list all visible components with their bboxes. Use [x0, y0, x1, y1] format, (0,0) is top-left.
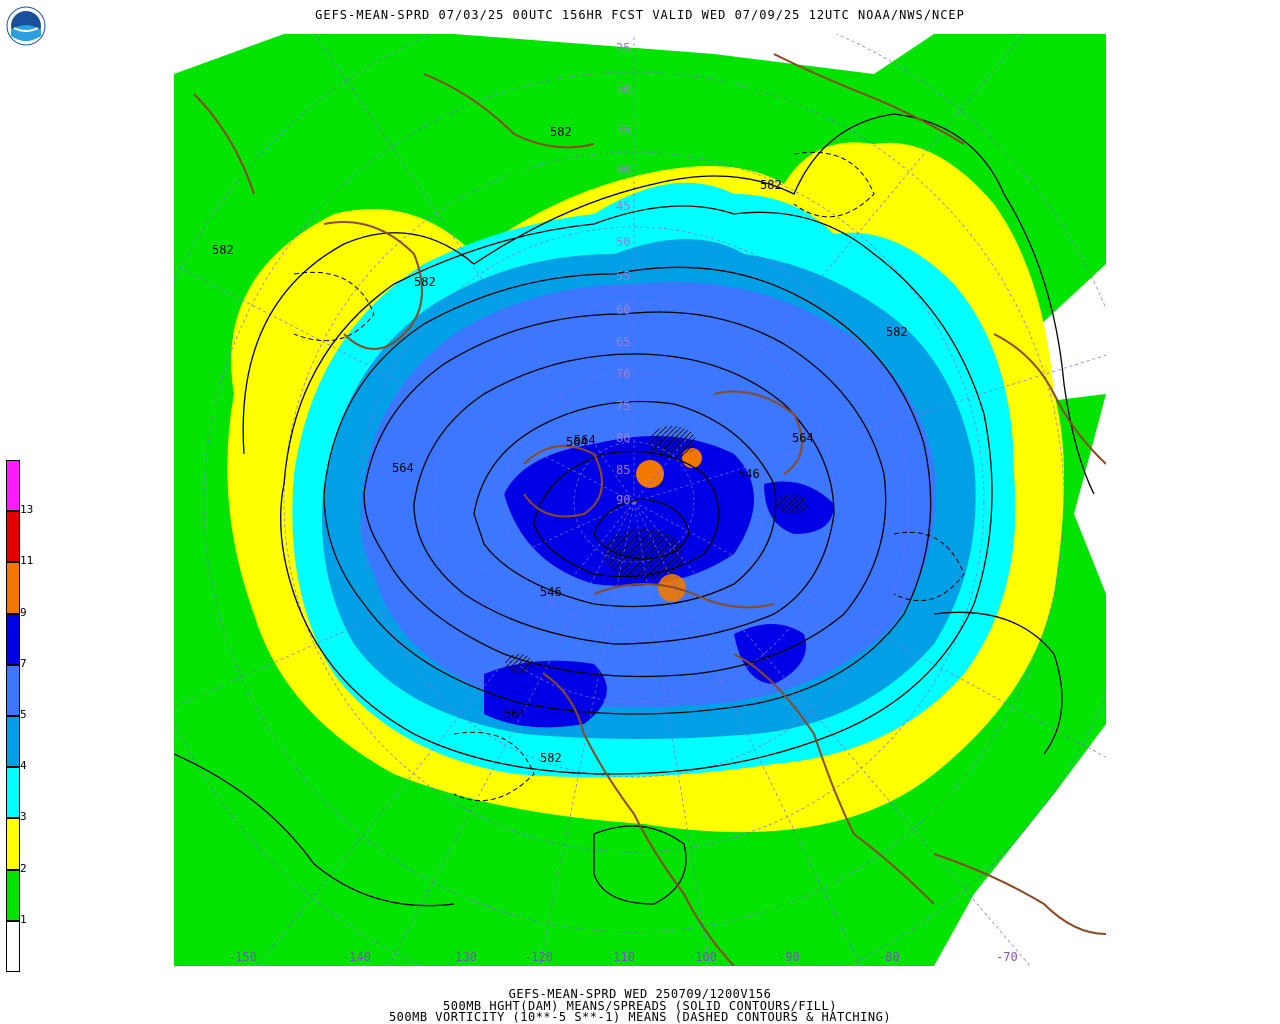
latitude-label: 60	[616, 303, 630, 317]
latitude-label: 90	[616, 493, 630, 507]
height-label: 582	[550, 125, 572, 139]
legend-swatch	[6, 664, 20, 716]
longitude-label: -150	[228, 950, 257, 964]
latitude-label: 45	[616, 199, 630, 213]
longitude-label: -80	[878, 950, 900, 964]
latitude-label: 50	[616, 235, 630, 249]
legend-swatch	[6, 562, 20, 614]
height-label: 582	[760, 178, 782, 192]
latitude-label: 75	[616, 399, 630, 413]
legend-swatch	[6, 767, 20, 819]
legend-label: 2	[20, 861, 27, 875]
height-label: 582	[414, 275, 436, 289]
legend-swatch	[6, 920, 20, 972]
height-label: 564	[504, 707, 526, 721]
legend-swatch	[6, 460, 20, 512]
height-label: 564	[574, 433, 596, 447]
color-legend	[6, 460, 20, 972]
latitude-label: 65	[616, 335, 630, 349]
footer-line-2: 500MB HGHT(DAM) MEANS/SPREADS (SOLID CON…	[443, 999, 837, 1013]
height-label: 564	[392, 461, 414, 475]
legend-swatch	[6, 511, 20, 563]
height-label: 582	[540, 751, 562, 765]
latitude-label: 40	[616, 163, 630, 177]
latitude-label: 25	[616, 41, 630, 55]
longitude-label: -110	[606, 950, 635, 964]
longitude-label: -120	[524, 950, 553, 964]
hemisphere-map: 582 582 582 582 582 564 564 564 564 546 …	[174, 34, 1106, 966]
height-label: 564	[792, 431, 814, 445]
legend-label: 1	[20, 912, 27, 926]
legend-swatch	[6, 613, 20, 665]
height-label: 546	[540, 585, 562, 599]
legend-label: 5	[20, 708, 27, 721]
longitude-label: -130	[448, 950, 477, 964]
legend-label: 9	[20, 605, 27, 619]
longitude-label: -70	[996, 950, 1018, 964]
latitude-label: 80	[616, 431, 630, 445]
height-label: 582	[886, 325, 908, 339]
footer-line-1: GEFS-MEAN-SPRD WED 250709/1200V156	[508, 987, 772, 1001]
legend-label: 13	[20, 503, 34, 517]
legend-swatch	[6, 716, 20, 768]
longitude-label: -140	[342, 950, 371, 964]
latitude-label: 70	[616, 367, 630, 381]
height-label: 546	[738, 467, 760, 481]
legend-swatch	[6, 869, 20, 921]
footer-line-3: 500MB VORTICITY (10**-5 S**-1) MEANS (DA…	[388, 1010, 892, 1024]
chart-title: GEFS-MEAN-SPRD 07/03/25 00UTC 156HR FCST…	[315, 8, 965, 22]
latitude-label: 35	[616, 123, 630, 137]
legend-label: 3	[20, 810, 27, 824]
latitude-label: 85	[616, 463, 630, 477]
legend-label: 7	[20, 656, 27, 670]
noaa-logo	[6, 6, 46, 46]
legend-label: 4	[20, 759, 27, 773]
height-label: 582	[212, 243, 234, 257]
longitude-label: -100	[688, 950, 717, 964]
longitude-label: -90	[778, 950, 800, 964]
latitude-label: 30	[616, 83, 630, 97]
latitude-label: 55	[616, 269, 630, 283]
legend-label: 11	[20, 554, 34, 568]
legend-swatch	[6, 818, 20, 870]
height-label: 564	[566, 435, 588, 449]
